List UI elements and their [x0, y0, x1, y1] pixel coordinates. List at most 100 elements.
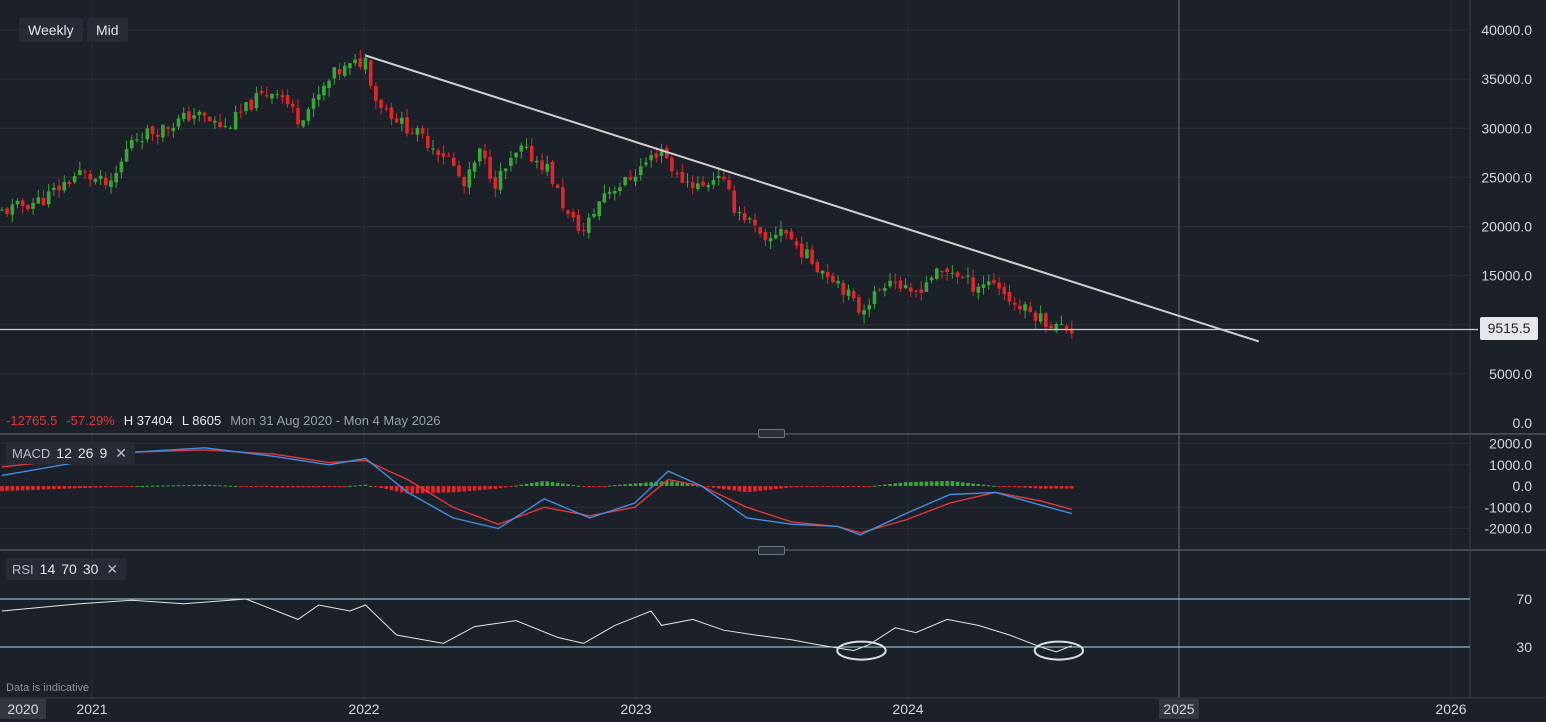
macd-histogram-bar: [784, 486, 788, 488]
candle-down: [831, 275, 835, 283]
candle-down: [207, 116, 212, 122]
macd-histogram-bar: [368, 485, 373, 487]
macd-histogram-bar: [379, 486, 383, 489]
macd-histogram-bar: [670, 481, 674, 486]
macd-histogram-bar: [1064, 486, 1069, 489]
macd-histogram-bar: [181, 485, 186, 487]
macd-histogram-bar: [1028, 486, 1033, 488]
macd-histogram-bar: [903, 482, 908, 486]
macd-histogram-bar: [976, 484, 981, 486]
macd-lines: [1, 447, 1072, 536]
candle-down: [945, 268, 949, 273]
trendline: [365, 54, 1260, 343]
macd-histogram-bar: [576, 485, 581, 487]
macd-histogram-bar: [815, 486, 820, 487]
rsi-indicator-label[interactable]: RSI 14 70 30 ✕: [6, 558, 127, 580]
candle-down: [67, 181, 72, 185]
macd-histogram-bar: [498, 486, 503, 489]
macd-histogram-bar: [337, 486, 342, 487]
candle-down: [394, 118, 399, 123]
candle-up: [509, 158, 513, 167]
macd-histogram-bar: [451, 486, 456, 493]
macd-histogram-bar: [690, 484, 695, 486]
year-tick-label: 2023: [620, 701, 651, 717]
macd-histogram-bar: [93, 486, 98, 488]
oversold-highlight-ellipse: [1033, 640, 1085, 661]
candle-down: [405, 117, 409, 134]
macd-histogram-bar: [472, 486, 477, 491]
candle-down: [441, 153, 446, 157]
candle-down: [358, 58, 363, 67]
macd-histogram-bar: [540, 481, 544, 486]
macd-histogram-bar: [799, 486, 804, 488]
candle-down: [155, 134, 160, 137]
grid-lines: [0, 0, 1546, 698]
macd-histogram-bar: [607, 485, 612, 487]
macd-histogram-bar: [706, 486, 711, 487]
close-icon[interactable]: ✕: [115, 445, 127, 461]
macd-histogram-bar: [140, 485, 144, 487]
pane-resize-handle[interactable]: [758, 429, 785, 438]
year-tick-label: 2020: [7, 701, 38, 717]
macd-histogram-bar: [1033, 486, 1038, 489]
date-range: Mon 31 Aug 2020 - Mon 4 May 2026: [230, 413, 441, 428]
candle-down: [810, 249, 814, 264]
macd-histogram-bar: [207, 484, 212, 486]
candle-down: [290, 103, 295, 107]
macd-histogram-bar: [187, 485, 191, 487]
candle-up: [706, 185, 711, 188]
macd-tick-label: 2000.0: [1489, 436, 1532, 452]
price-type-button[interactable]: Mid: [87, 18, 128, 42]
candle-up: [773, 235, 778, 239]
macd-histogram-bar: [446, 486, 451, 493]
macd-histogram-bar: [431, 486, 435, 493]
macd-histogram-bar: [467, 486, 472, 491]
high-value: H 37404: [123, 413, 173, 428]
candle-up: [607, 191, 612, 194]
candle-up: [1054, 324, 1059, 331]
macd-histogram-bar: [202, 484, 207, 486]
candle-up: [638, 166, 643, 176]
macd-histogram-bar: [1012, 486, 1017, 488]
macd-histogram-bar: [26, 486, 30, 491]
macd-histogram-bar: [353, 485, 357, 487]
macd-histogram-bar: [737, 486, 742, 492]
macd-histogram-bar: [545, 481, 550, 486]
candle-down: [955, 272, 960, 277]
macd-histogram-bar: [1044, 486, 1048, 489]
candle-down: [919, 289, 924, 293]
candle-down: [187, 111, 191, 121]
price-overlays: [0, 54, 1478, 343]
current-year-marker: [1159, 699, 1199, 719]
macd-histogram-bar: [919, 481, 924, 486]
candle-down: [992, 279, 996, 283]
macd-histogram-bar: [535, 482, 539, 486]
candle-down: [898, 280, 903, 289]
timeframe-button[interactable]: Weekly: [19, 18, 83, 42]
macd-histogram-bar: [1059, 486, 1064, 489]
candle-up: [976, 286, 981, 293]
close-icon[interactable]: ✕: [106, 561, 119, 577]
time-axis-background: [0, 699, 1546, 722]
candle-down: [20, 200, 25, 207]
candle-down: [654, 153, 659, 158]
candle-up: [62, 181, 67, 191]
candle-up: [903, 285, 908, 289]
candle-up: [545, 163, 550, 172]
candle-up: [327, 80, 331, 89]
candle-up: [316, 94, 321, 100]
macd-indicator-label[interactable]: MACD 12 26 9 ✕: [6, 442, 135, 464]
macd-histogram-bar: [888, 483, 892, 486]
macd-histogram-bar: [15, 486, 20, 491]
candle-up: [805, 249, 809, 259]
pane-resize-handle[interactable]: [758, 546, 785, 555]
candle-up: [197, 111, 202, 116]
candle-up: [301, 120, 305, 127]
candle-down: [815, 262, 820, 273]
current-price-tag: 9515.5: [1480, 317, 1538, 340]
macd-tick-label: -1000.0: [1485, 499, 1533, 515]
candle-down: [1049, 325, 1053, 329]
candle-up: [322, 85, 326, 96]
candle-up: [15, 200, 20, 205]
